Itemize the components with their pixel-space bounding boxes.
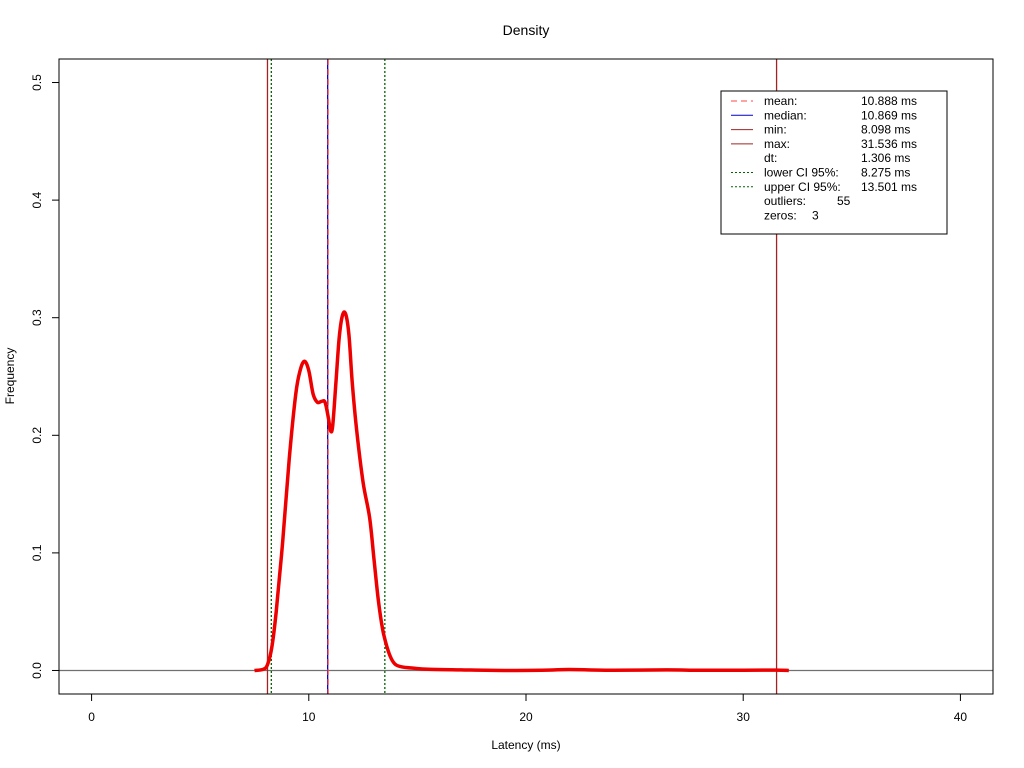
legend-value-2: 8.098 ms	[861, 123, 910, 137]
legend-value-3: 31.536 ms	[861, 137, 917, 151]
y-tick-label-4: 0.4	[30, 191, 44, 208]
legend-label-7: outliers:	[764, 194, 806, 208]
x-tick-label-3: 30	[737, 710, 751, 724]
legend-label-4: dt:	[764, 151, 777, 165]
x-tick-label-4: 40	[954, 710, 968, 724]
y-axis: 0.0 0.1 0.2 0.3 0.4 0.5	[30, 74, 60, 679]
legend-label-5: lower CI 95%:	[764, 166, 839, 180]
density-series	[254, 310, 789, 673]
legend-label-0: mean:	[764, 94, 797, 108]
y-tick-label-0: 0.0	[30, 662, 44, 679]
y-tick-label-5: 0.5	[30, 74, 44, 91]
legend-label-1: median:	[764, 108, 807, 122]
x-axis: 0 10 20 30 40	[88, 693, 968, 724]
x-tick-label-0: 0	[88, 710, 95, 724]
legend: mean: 10.888 ms median: 10.869 ms min: 8.098 …	[720, 90, 948, 235]
legend-value-5: 8.275 ms	[861, 166, 910, 180]
y-tick-label-3: 0.3	[30, 309, 44, 326]
legend-label-3: max:	[764, 137, 790, 151]
y-tick-label-2: 0.2	[30, 427, 44, 444]
legend-value-8: 3	[812, 208, 819, 222]
legend-box	[720, 90, 948, 235]
legend-value-0: 10.888 ms	[861, 94, 917, 108]
legend-value-4: 1.306 ms	[861, 151, 910, 165]
legend-label-2: min:	[764, 123, 787, 137]
chart-title: Density	[503, 22, 550, 38]
y-axis-label: Frequency	[3, 348, 17, 405]
legend-label-8: zeros:	[764, 208, 797, 222]
legend-value-1: 10.869 ms	[861, 108, 917, 122]
x-tick-label-1: 10	[302, 710, 316, 724]
legend-value-7: 55	[837, 194, 851, 208]
y-tick-label-1: 0.1	[30, 544, 44, 561]
x-axis-label: Latency (ms)	[491, 738, 560, 752]
x-tick-label-2: 20	[519, 710, 533, 724]
legend-label-6: upper CI 95%:	[764, 180, 841, 194]
legend-value-6: 13.501 ms	[861, 180, 917, 194]
density-curve-0	[254, 310, 789, 673]
